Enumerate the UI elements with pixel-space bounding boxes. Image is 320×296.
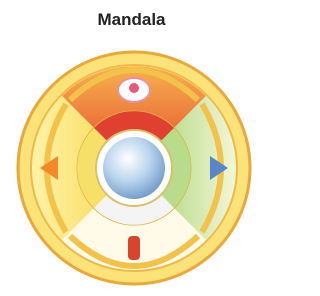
tile[interactable]: Mandala [0, 0, 263, 296]
mandala-image [0, 0, 263, 296]
ornament [128, 236, 140, 260]
center-sphere [103, 137, 165, 199]
ornament [129, 83, 139, 93]
